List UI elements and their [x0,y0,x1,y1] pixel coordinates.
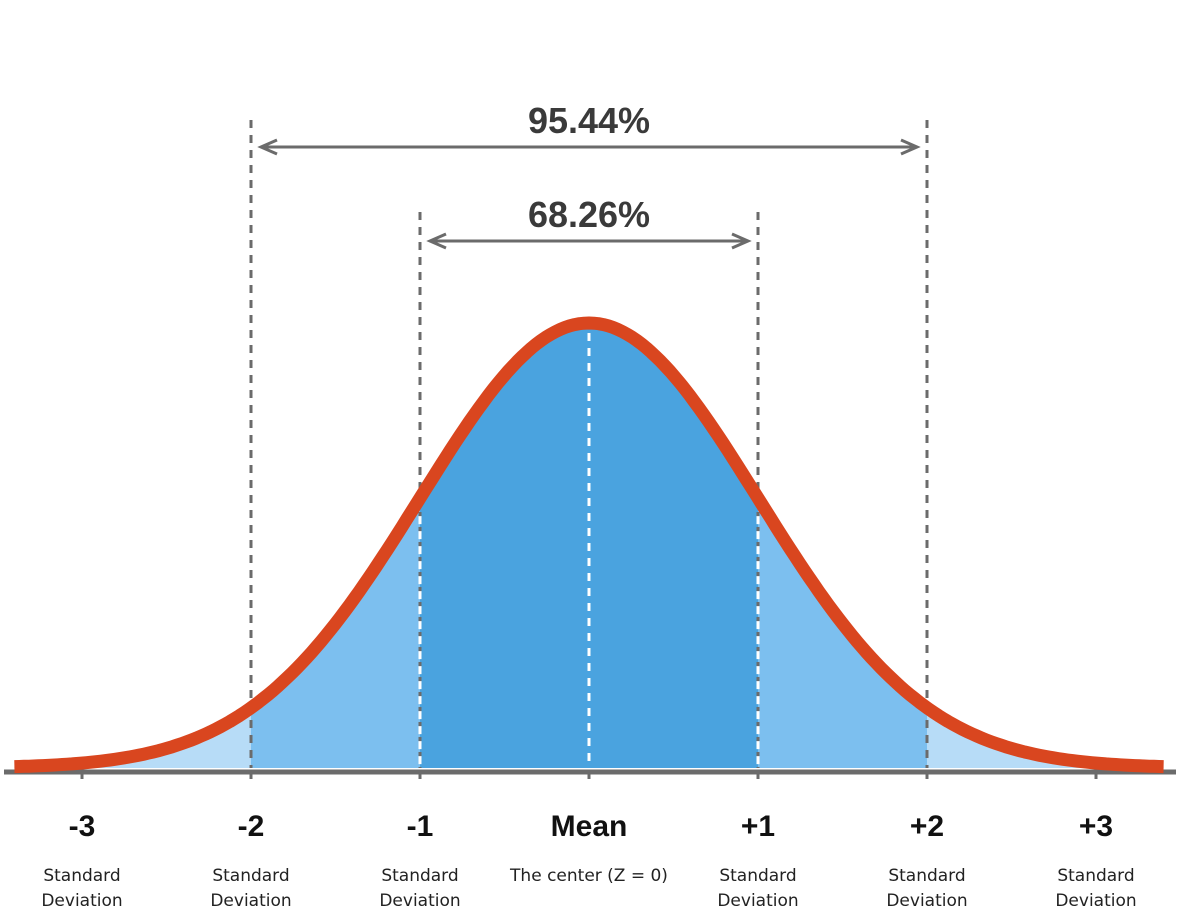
band-right-tail [927,707,1164,768]
tick-sublabel-z0-line1: The center (Z = 0) [509,866,668,886]
arrowhead-right [731,232,752,250]
range-arrow-1sd: 68.26% [426,194,752,250]
tick-sublabel-z-1-line1: Standard [381,866,458,886]
arrowhead-left [257,138,278,156]
band-left-tail [14,707,252,768]
tick-sublabel-z2-line1: Standard [888,866,965,886]
arrowhead-left [426,232,447,250]
tick-label-z1: +1 [741,810,775,843]
tick-sublabel-z-2-line2: Deviation [210,891,291,911]
tick-sublabel-z-1-line2: Deviation [379,891,460,911]
tick-sublabel-z1-line2: Deviation [717,891,798,911]
tick-sublabel-z1-line1: Standard [719,866,796,886]
tick-label-z-1: -1 [407,810,434,843]
range-arrow-2sd: 95.44% [257,100,921,156]
tick-label-z-3: -3 [69,810,96,843]
tick-label-z3: +3 [1079,810,1113,843]
tick-label-z2: +2 [910,810,944,843]
tick-label-z-2: -2 [238,810,265,843]
range-label-2sd: 95.44% [528,100,650,141]
tick-sublabel-z3-line2: Deviation [1055,891,1136,911]
normal-curve [12,316,1166,774]
tick-sublabel-z-2-line1: Standard [212,866,289,886]
range-label-1sd: 68.26% [528,194,650,235]
tick-sublabel-z-3-line2: Deviation [41,891,122,911]
tick-sublabel-z2-line2: Deviation [886,891,967,911]
arrowhead-right [900,138,921,156]
tick-sublabel-z3-line1: Standard [1057,866,1134,886]
tick-label-z0: Mean [551,810,628,843]
tick-sublabel-z-3-line1: Standard [43,866,120,886]
